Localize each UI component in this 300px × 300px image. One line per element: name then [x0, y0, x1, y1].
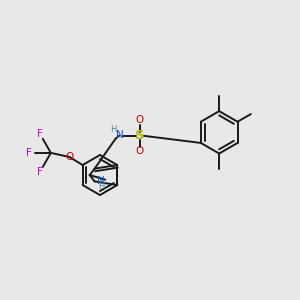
- Text: O: O: [136, 146, 144, 156]
- Text: N: N: [116, 130, 124, 140]
- Text: F: F: [37, 167, 43, 176]
- Text: F: F: [37, 129, 43, 139]
- Text: H: H: [98, 182, 104, 191]
- Text: H: H: [110, 125, 116, 134]
- Text: N: N: [97, 176, 105, 186]
- Text: S: S: [135, 129, 145, 142]
- Text: O: O: [136, 116, 144, 125]
- Text: F: F: [26, 148, 32, 158]
- Text: O: O: [65, 152, 74, 162]
